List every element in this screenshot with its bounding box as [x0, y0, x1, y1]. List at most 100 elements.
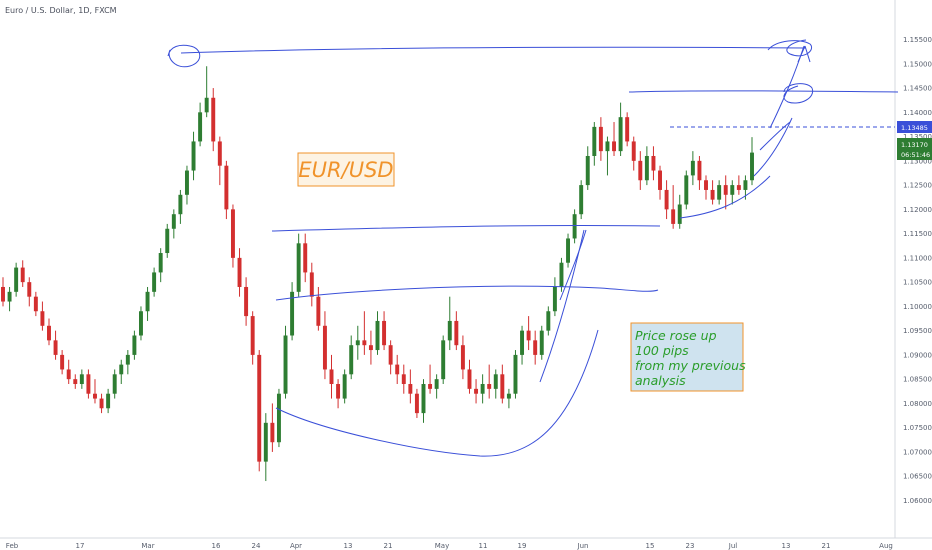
candle	[421, 379, 426, 423]
candle	[401, 364, 406, 394]
candle-body-up	[283, 335, 288, 394]
candle-body-down	[211, 97, 216, 142]
candle	[625, 112, 630, 147]
price-tick-label: 1.10500	[903, 279, 932, 287]
candle-body-down	[316, 296, 321, 326]
candle-body-up	[750, 152, 754, 181]
candle-body-up	[585, 155, 590, 186]
time-tick-label: 13	[782, 542, 791, 550]
candle	[158, 248, 163, 283]
candle	[480, 374, 485, 404]
time-axis: Feb 17 Mar 16 24 Apr 13 21 May 11 19 Jun 15 23 Jul 13 21…	[6, 542, 893, 550]
candle	[7, 286, 12, 312]
candle	[316, 286, 321, 331]
candle	[447, 296, 452, 351]
resistance-line-mid	[628, 90, 899, 93]
candle	[487, 364, 492, 399]
candle	[717, 180, 722, 205]
candle	[342, 369, 347, 404]
candle	[493, 369, 498, 399]
price-tick-label: 1.12000	[903, 206, 932, 214]
level-price-label: 1.13485	[901, 124, 928, 132]
candle-body-up	[605, 141, 610, 152]
price-tick-label: 1.10000	[903, 303, 932, 311]
rise-line-2	[559, 229, 587, 301]
candle-body-up	[7, 291, 12, 302]
candle-body-down	[20, 267, 25, 283]
time-tick-label: 13	[344, 542, 353, 550]
price-tick-label: 1.08500	[903, 376, 932, 384]
candle	[283, 325, 288, 399]
candle-body-up	[566, 238, 571, 263]
candle-body-up	[520, 330, 525, 355]
candle-body-down	[40, 311, 45, 326]
candle	[750, 137, 754, 186]
candle-body-down	[487, 384, 492, 389]
candle-body-down	[723, 185, 728, 195]
time-tick-label: 19	[518, 542, 527, 550]
candle-body-up	[106, 393, 111, 409]
price-tick-label: 1.14000	[903, 109, 932, 117]
candle	[408, 369, 413, 404]
candle-body-down	[460, 345, 465, 370]
time-tick-label: Jun	[577, 542, 589, 550]
candle	[414, 388, 419, 418]
candle	[230, 204, 235, 268]
candle-body-down	[382, 320, 387, 346]
candle-body-down	[270, 422, 275, 443]
time-tick-label: 17	[76, 542, 85, 550]
candle	[546, 306, 551, 336]
candle	[40, 301, 45, 331]
price-tick-label: 1.06500	[903, 473, 932, 481]
candle-body-up	[572, 214, 577, 239]
candle	[257, 350, 262, 472]
candle-body-down	[401, 374, 406, 385]
time-tick-label: Mar	[141, 542, 154, 550]
target-swirl-mid	[783, 83, 814, 104]
candle	[368, 330, 373, 365]
note-line-1: Price rose up	[635, 328, 717, 343]
candle-body-up	[139, 311, 143, 336]
candle	[93, 379, 97, 404]
pair-label: EUR/USD	[298, 158, 393, 182]
candle	[375, 311, 380, 355]
candle	[539, 325, 544, 360]
candle	[592, 122, 597, 166]
candle-body-down	[1, 286, 5, 302]
candle-body-down	[598, 126, 603, 152]
candle	[454, 311, 459, 351]
candle-body-up	[165, 228, 170, 254]
candle-body-down	[33, 296, 38, 312]
candle-body-down	[710, 189, 715, 200]
candle	[145, 286, 150, 321]
price-tick-label: 1.15500	[903, 36, 932, 44]
price-tick-label: 1.13000	[903, 157, 932, 165]
candle-body-down	[60, 354, 65, 370]
candle	[20, 260, 25, 287]
candle-body-down	[467, 369, 472, 389]
candle	[644, 146, 649, 186]
candle	[224, 160, 229, 220]
candle-body-up	[152, 272, 157, 292]
candle	[171, 209, 176, 239]
candle	[388, 340, 393, 375]
level-price-tag	[897, 121, 932, 133]
candle	[204, 66, 209, 118]
candle	[605, 136, 610, 176]
candle	[710, 180, 715, 205]
time-tick-label: 24	[252, 542, 261, 550]
peak-circle	[167, 44, 201, 68]
candle-body-down	[322, 325, 327, 370]
candle	[125, 350, 130, 375]
rally-line-1	[753, 117, 793, 177]
candle	[60, 350, 65, 375]
candle	[112, 369, 117, 399]
candle	[178, 189, 183, 224]
candle	[27, 277, 32, 307]
candle	[598, 117, 603, 161]
support-line-upper	[271, 224, 661, 232]
candle	[349, 335, 354, 380]
candle	[638, 151, 643, 190]
